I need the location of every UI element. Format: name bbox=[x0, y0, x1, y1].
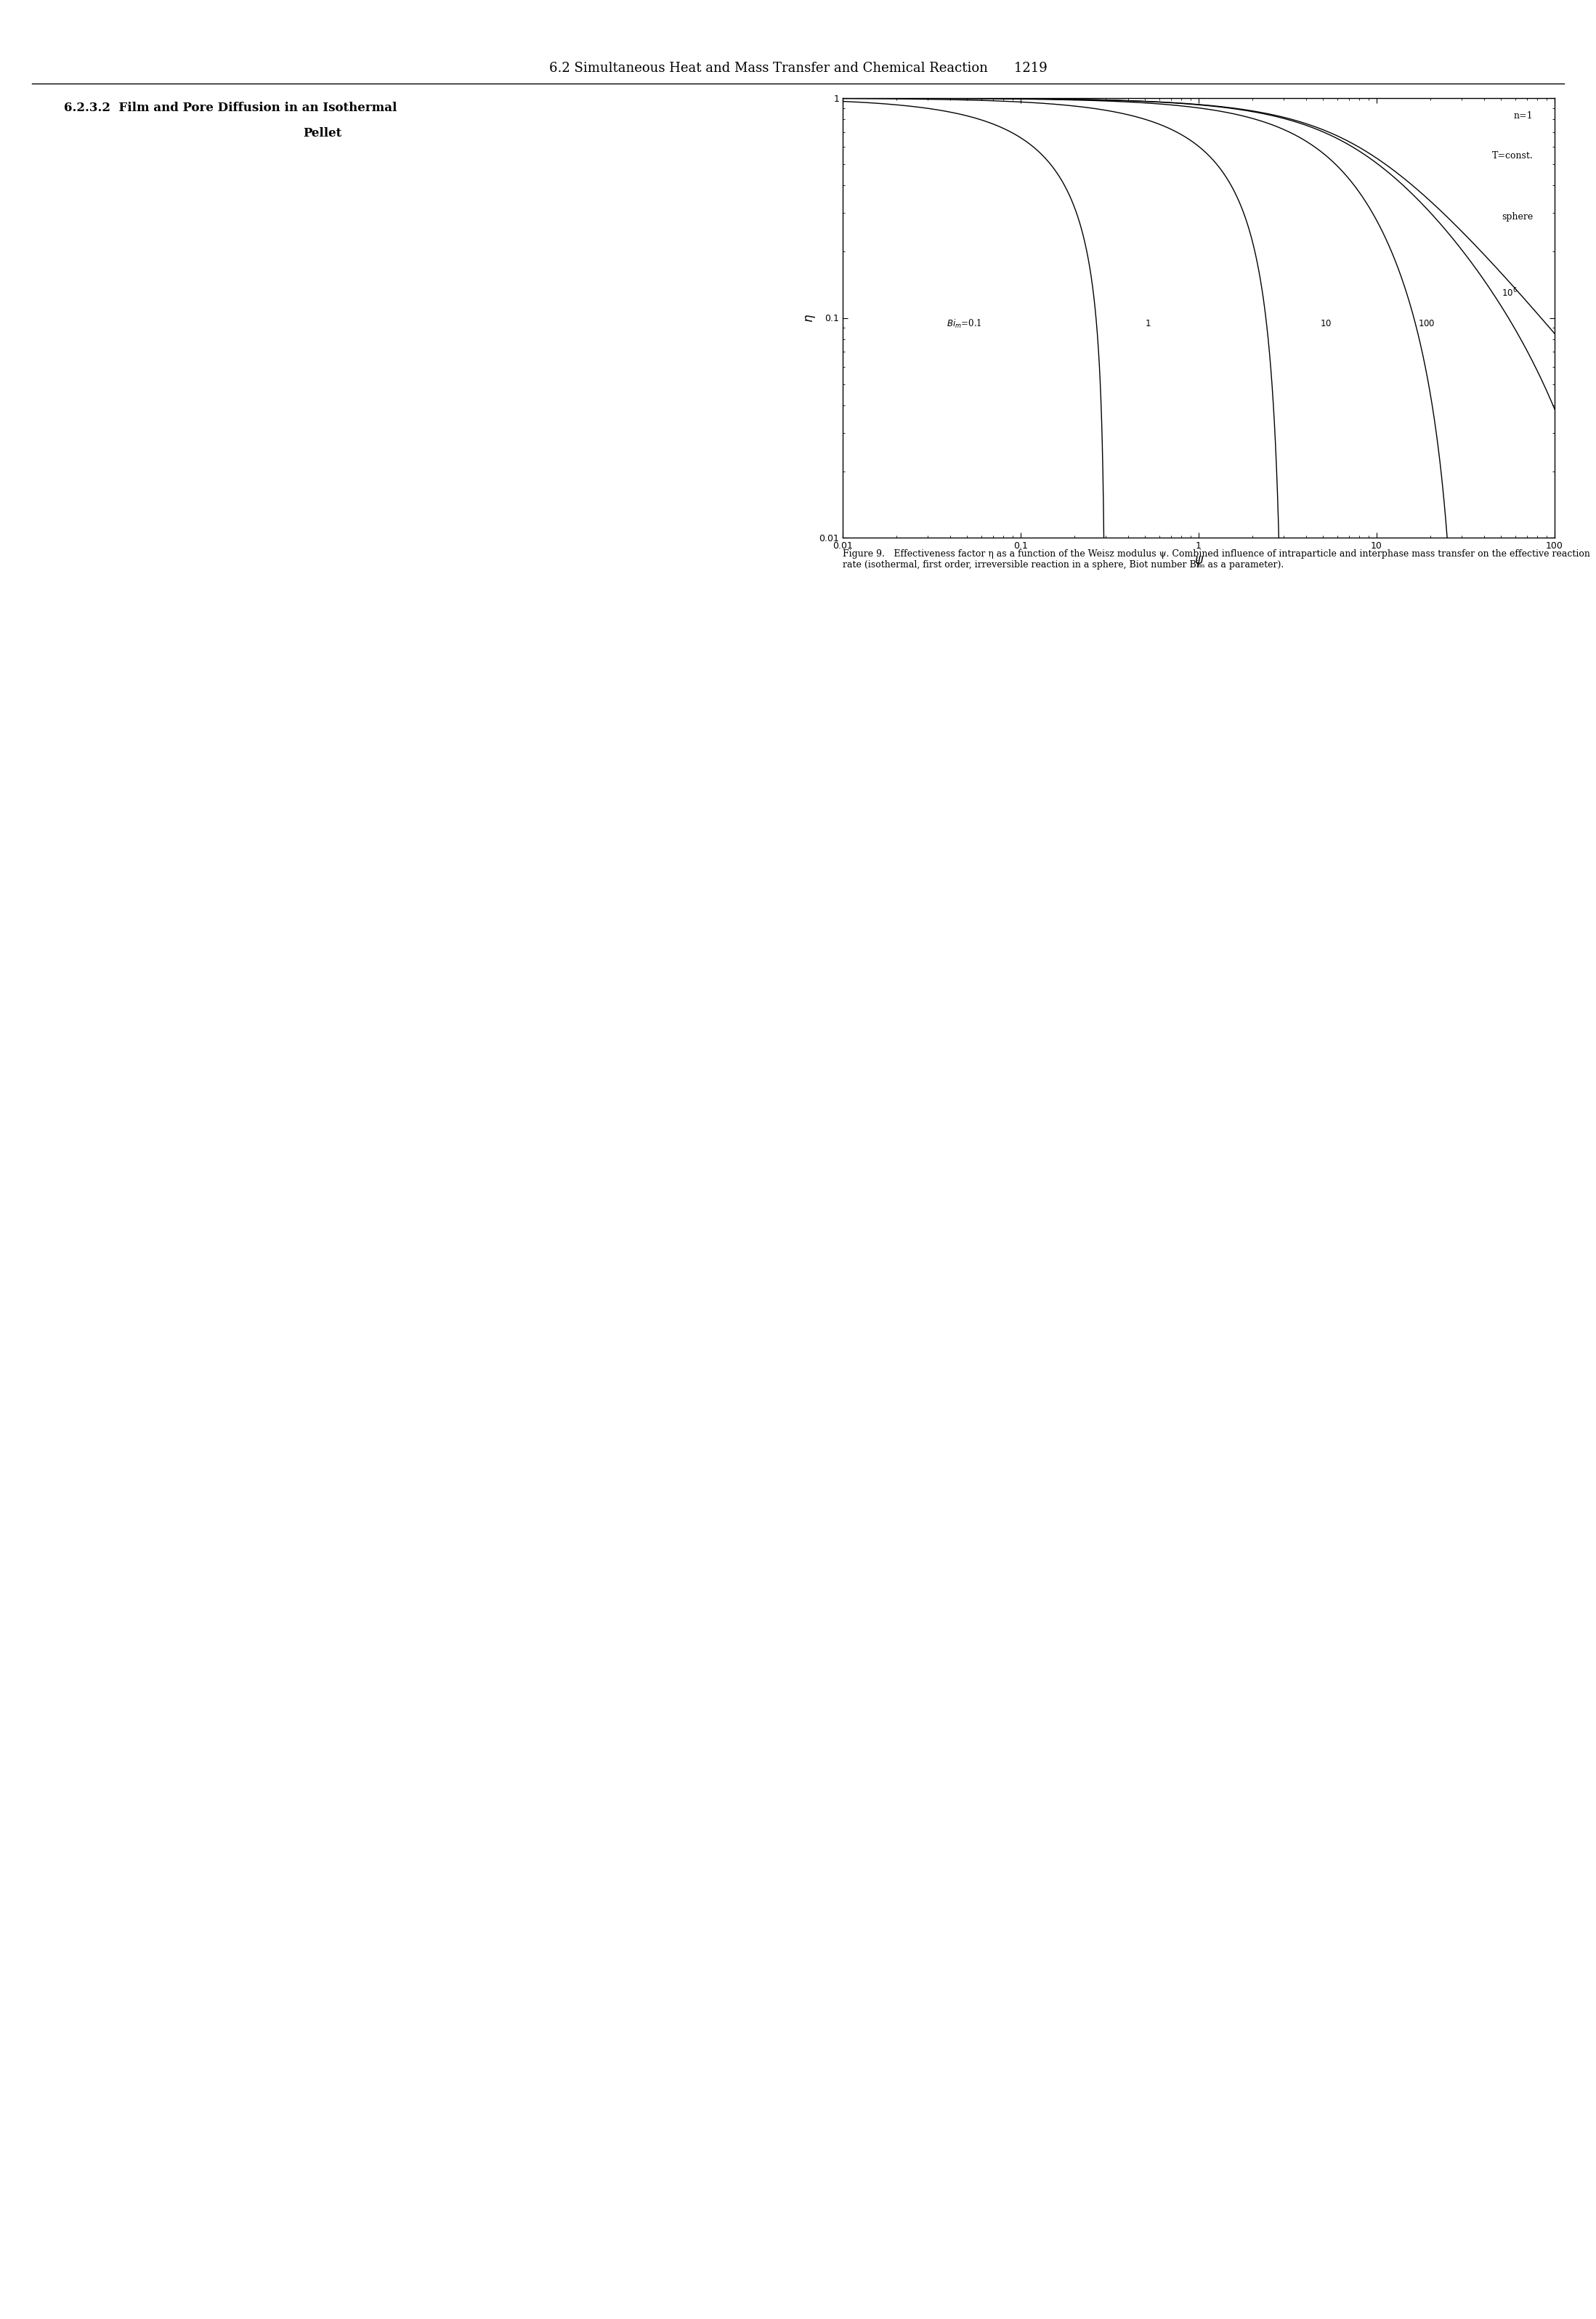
Text: 6.2 Simultaneous Heat and Mass Transfer and Chemical Reaction  1219: 6.2 Simultaneous Heat and Mass Transfer … bbox=[549, 63, 1047, 74]
Text: $100$: $100$ bbox=[1417, 320, 1435, 329]
Text: n=1: n=1 bbox=[1515, 111, 1534, 121]
Text: 6.2.3.2  Film and Pore Diffusion in an Isothermal: 6.2.3.2 Film and Pore Diffusion in an Is… bbox=[64, 102, 397, 114]
X-axis label: ψ: ψ bbox=[1195, 554, 1203, 566]
Text: $10$: $10$ bbox=[1320, 320, 1333, 329]
Text: sphere: sphere bbox=[1502, 213, 1534, 223]
Text: $1$: $1$ bbox=[1144, 320, 1151, 329]
Text: Figure 9. Effectiveness factor η as a function of the Weisz modulus ψ. Combined : Figure 9. Effectiveness factor η as a fu… bbox=[843, 550, 1590, 570]
Text: $10^6$: $10^6$ bbox=[1502, 288, 1518, 299]
Text: T=const.: T=const. bbox=[1492, 151, 1534, 160]
Text: Pellet: Pellet bbox=[303, 128, 342, 139]
Y-axis label: η: η bbox=[801, 313, 816, 322]
Text: $Bi_m$=0.1: $Bi_m$=0.1 bbox=[946, 318, 982, 329]
